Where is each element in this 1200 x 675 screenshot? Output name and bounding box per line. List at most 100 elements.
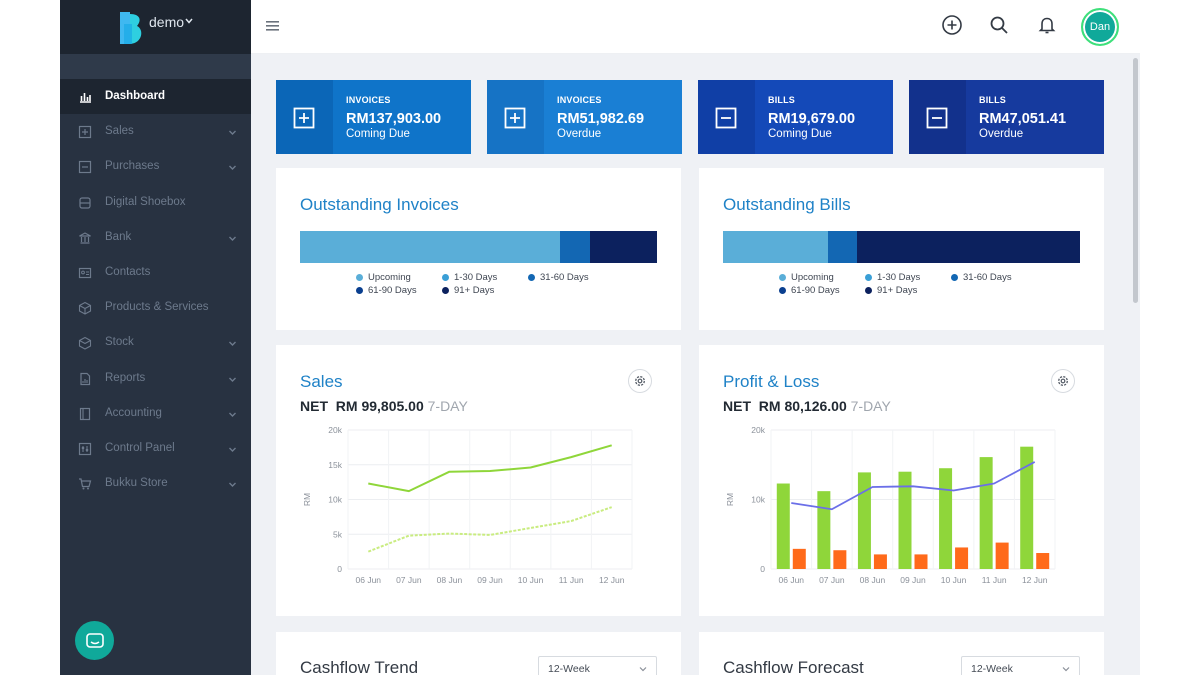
sidebar-item-stock[interactable]: Stock <box>60 325 251 360</box>
legend-item[interactable]: 61-90 Days <box>779 285 840 296</box>
pnl-settings-button[interactable] <box>1051 369 1075 393</box>
cashflow-forecast-title: Cashflow Forecast <box>723 658 864 675</box>
legend-item[interactable]: 1-30 Days <box>865 272 920 283</box>
sidebar-item-label: Accounting <box>105 406 162 419</box>
sidebar-item-dashboard[interactable]: Dashboard <box>60 79 251 115</box>
invoices-segment-91-days[interactable] <box>589 231 657 263</box>
card-icon-area <box>909 80 966 154</box>
sidebar-item-sales[interactable]: Sales <box>60 114 251 149</box>
legend-dot <box>442 287 449 294</box>
outstanding-bills-panel: Outstanding Bills Upcoming 1-30 Days 31-60… <box>699 168 1104 330</box>
sidebar-item-label: Contacts <box>105 265 151 278</box>
legend-item[interactable]: 31-60 Days <box>951 272 1012 283</box>
card-icon-area <box>487 80 544 154</box>
net-value: RM 99,805.00 <box>335 398 424 414</box>
scrollbar-thumb[interactable] <box>1133 58 1138 303</box>
legend-item[interactable]: 1-30 Days <box>442 272 497 283</box>
legend-item[interactable]: Upcoming <box>779 272 834 283</box>
brand-header[interactable]: demo <box>60 0 251 54</box>
bar-series-1-4 <box>955 547 969 569</box>
profit-loss-panel: Profit & Loss NET RM 80,126.00 7-DAY 0 10… <box>699 345 1104 616</box>
sidebar-item-contacts[interactable]: Contacts <box>60 255 251 290</box>
sidebar-item-products-and-services[interactable]: Products & Services <box>60 290 251 325</box>
chat-support-button[interactable] <box>75 621 114 660</box>
line-series-0 <box>368 444 612 493</box>
x-tick-label: 07 Jun <box>396 575 422 585</box>
invoices-segment-upcoming[interactable] <box>300 231 560 263</box>
y-axis-label: RM <box>302 493 312 506</box>
cashflow-trend-title: Cashflow Trend <box>300 658 419 675</box>
avatar[interactable]: Dan <box>1081 8 1119 46</box>
legend-item[interactable]: 91+ Days <box>865 285 917 296</box>
legend-item[interactable]: Upcoming <box>356 272 411 283</box>
sidebar-item-purchases[interactable]: Purchases <box>60 149 251 184</box>
legend-label: Upcoming <box>368 272 411 283</box>
summary-card-bills-overdue[interactable]: BILLS RM47,051.41 Overdue <box>909 80 1104 154</box>
x-tick-label: 11 Jun <box>982 575 1007 585</box>
invoices-aging-bar[interactable] <box>300 231 657 263</box>
chevron-down-icon <box>229 165 236 171</box>
legend-dot <box>865 287 872 294</box>
plus-circle-icon[interactable] <box>941 14 963 36</box>
chat-icon <box>85 632 104 648</box>
summary-card-invoices-coming-due[interactable]: INVOICES RM137,903.00 Coming Due <box>276 80 471 154</box>
bar-series-1-3 <box>914 554 928 569</box>
app-window: demo Dashboard Sales Purchases Digital Shoe… <box>60 0 1140 675</box>
sidebar-item-reports[interactable]: Reports <box>60 361 251 396</box>
summary-card-invoices-overdue[interactable]: INVOICES RM51,982.69 Overdue <box>487 80 682 154</box>
card-note: Coming Due <box>768 128 832 140</box>
x-tick-label: 06 Jun <box>779 575 805 585</box>
legend-dot <box>951 274 958 281</box>
sidebar-item-bank[interactable]: Bank <box>60 220 251 255</box>
bell-icon[interactable] <box>1036 14 1058 36</box>
sales-line-chart: 0 5k 10k 15k 20k RM 06 Jun 07 Jun 08 Jun 09 Jun 10… <box>302 425 633 585</box>
chevron-down-icon <box>229 130 236 136</box>
sidebar-item-label: Purchases <box>105 160 160 173</box>
sales-settings-button[interactable] <box>628 369 652 393</box>
sidebar-item-label: Stock <box>105 336 134 349</box>
sidebar-item-label: Bukku Store <box>105 477 168 490</box>
search-icon[interactable] <box>988 14 1010 36</box>
sidebar-item-control-panel[interactable]: Control Panel <box>60 431 251 466</box>
legend-item[interactable]: 31-60 Days <box>528 272 589 283</box>
sidebar-item-bukku-store[interactable]: Bukku Store <box>60 466 251 501</box>
bills-segment-upcoming[interactable] <box>723 231 828 263</box>
bar-series-0-4 <box>939 468 953 569</box>
card-note: Overdue <box>557 128 602 140</box>
hamburger-icon[interactable] <box>265 19 281 33</box>
chevron-down-icon <box>229 447 236 452</box>
x-tick-label: 12 Jun <box>1022 575 1048 585</box>
summary-card-bills-coming-due[interactable]: BILLS RM19,679.00 Coming Due <box>698 80 893 154</box>
card-icon-area <box>276 80 333 154</box>
legend-dot <box>779 274 786 281</box>
chevron-down-icon <box>229 412 236 417</box>
legend-item[interactable]: 91+ Days <box>442 285 494 296</box>
profit-loss-bar-chart: 0 10k 20k RM 06 Jun 07 Jun 08 Jun 09 Jun 10 Jun 1… <box>725 425 1056 585</box>
bar-series-1-0 <box>792 548 806 569</box>
card-amount: RM137,903.00 <box>346 111 442 127</box>
bills-aging-bar[interactable] <box>723 231 1080 263</box>
legend-label: 1-30 Days <box>454 272 498 283</box>
card-kicker: BILLS <box>768 95 795 105</box>
y-tick-label: 10k <box>328 495 342 505</box>
sidebar-item-accounting[interactable]: Accounting <box>60 396 251 431</box>
bills-segment-91-days[interactable] <box>856 231 1080 263</box>
pnl-net-row: NET RM 80,126.00 7-DAY <box>723 398 891 414</box>
bills-segment-31-60-days[interactable] <box>827 231 857 263</box>
legend-item[interactable]: 61-90 Days <box>356 285 417 296</box>
bar-series-0-1 <box>817 491 831 569</box>
cashflow-forecast-period-select[interactable]: 12-Week <box>961 656 1080 675</box>
ledger-icon <box>79 407 91 420</box>
chevron-down-icon <box>639 667 647 672</box>
cashflow-trend-period-select[interactable]: 12-Week <box>538 656 657 675</box>
cart-icon <box>79 478 92 490</box>
card-amount: RM19,679.00 <box>768 111 856 127</box>
plus-box-icon <box>293 107 315 129</box>
legend-dot <box>528 274 535 281</box>
workspace-name[interactable]: demo <box>149 14 185 30</box>
content-scrollbar[interactable] <box>1131 54 1140 675</box>
minus-box-icon <box>715 107 737 129</box>
invoices-segment-31-60-days[interactable] <box>559 231 590 263</box>
sidebar-item-digital-shoebox[interactable]: Digital Shoebox <box>60 185 251 220</box>
chevron-down-icon[interactable] <box>184 16 194 26</box>
